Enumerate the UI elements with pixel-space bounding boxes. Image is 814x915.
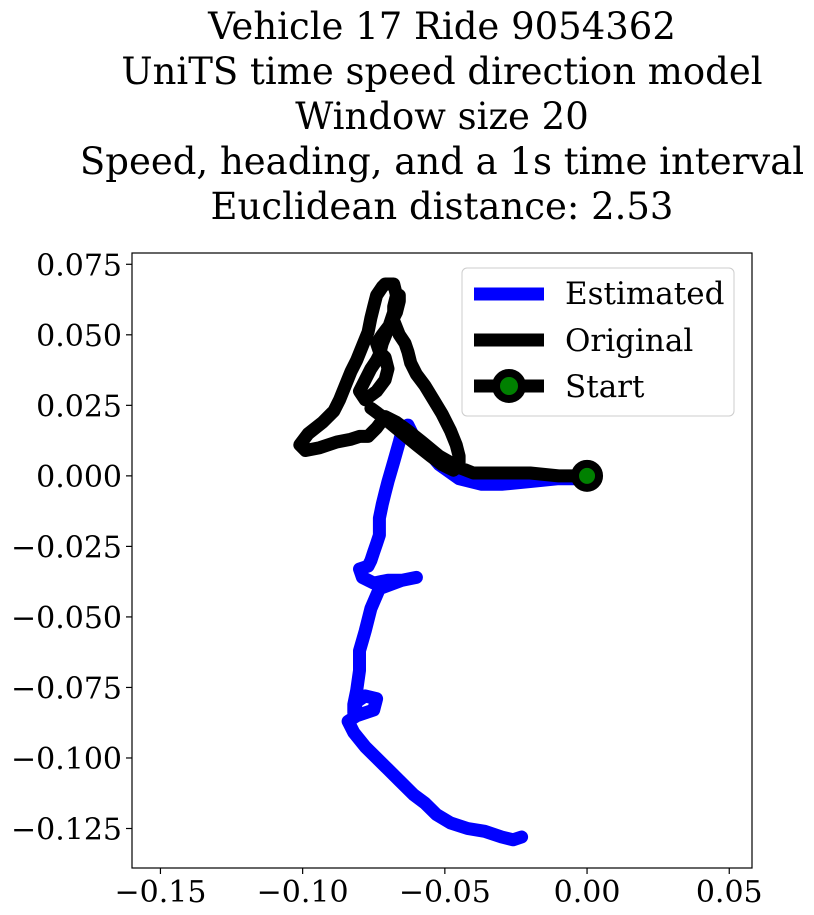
- x-tick-label: −0.05: [399, 875, 491, 910]
- title-line-2: UniTS time speed direction model: [121, 50, 763, 93]
- legend-box: [461, 267, 735, 417]
- legend-start-marker: [492, 369, 526, 403]
- series-layer: [293, 277, 604, 847]
- title-line-3: Window size 20: [295, 95, 589, 138]
- chart-title: Vehicle 17 Ride 9054362 UniTS time speed…: [0, 4, 814, 229]
- series-original-line: [293, 277, 594, 483]
- y-tick-label: 0.075: [36, 248, 122, 283]
- plot-frame: [131, 252, 753, 869]
- title-line-4: Speed, heading, and a 1s time interval: [79, 140, 805, 183]
- y-axis: 0.075 0.050 0.025 0.000 −0.025 −0.050 −0.075 −0…: [11, 248, 132, 848]
- start-marker: [571, 459, 604, 492]
- legend-start-label: Start: [565, 369, 645, 405]
- y-tick-label: 0.050: [36, 319, 122, 354]
- x-tick-label: −0.15: [114, 875, 206, 910]
- y-tick-label: −0.125: [11, 813, 122, 848]
- legend: Estimated Original Start: [461, 267, 735, 417]
- series-estimated-line: [341, 418, 594, 847]
- y-tick-label: −0.075: [11, 671, 122, 706]
- y-tick-label: 0.025: [36, 389, 122, 424]
- x-tick-label: −0.10: [257, 875, 349, 910]
- y-tick-label: −0.050: [11, 601, 122, 636]
- x-tick-label: 0.00: [554, 875, 621, 910]
- title-line-5: Euclidean distance: 2.53: [210, 185, 674, 228]
- title-line-1: Vehicle 17 Ride 9054362: [208, 5, 676, 48]
- legend-estimated-label: Estimated: [565, 276, 724, 312]
- y-tick-label: 0.000: [36, 460, 122, 495]
- x-axis: −0.15 −0.10 −0.05 0.00 0.05: [114, 868, 763, 910]
- y-tick-label: −0.025: [11, 530, 122, 565]
- legend-original-label: Original: [565, 323, 693, 359]
- x-tick-label: 0.05: [696, 875, 763, 910]
- y-tick-label: −0.100: [11, 742, 122, 777]
